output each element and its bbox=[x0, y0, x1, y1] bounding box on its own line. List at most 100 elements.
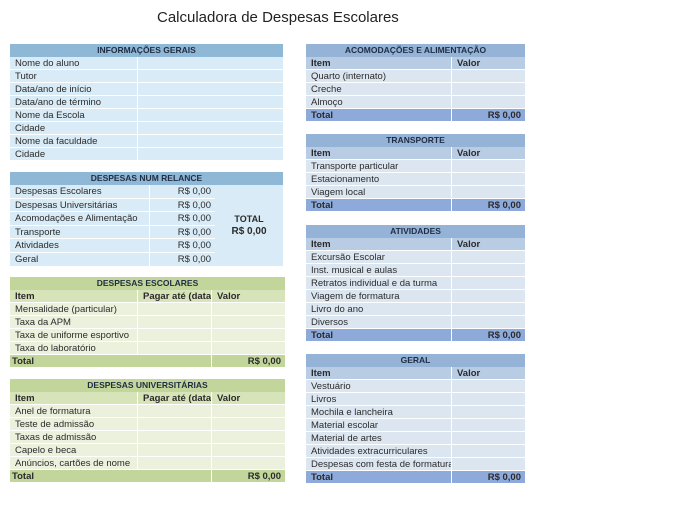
col-due-date: Pagar até (data) bbox=[138, 290, 212, 302]
value-cell[interactable] bbox=[452, 290, 525, 302]
col-due-date: Pagar até (data) bbox=[138, 392, 212, 404]
value-cell[interactable] bbox=[452, 277, 525, 289]
summary-value: R$ 0,00 bbox=[150, 239, 215, 252]
geral-header: GERAL bbox=[306, 354, 525, 367]
field-input[interactable] bbox=[138, 109, 283, 121]
expense-item: Retratos individual e da turma bbox=[306, 277, 452, 289]
total-label: Total bbox=[10, 355, 212, 367]
expense-item: Inst. musical e aulas bbox=[306, 264, 452, 276]
total-label: Total bbox=[306, 109, 452, 121]
expense-item: Mensalidade (particular) bbox=[10, 303, 138, 315]
value-cell[interactable] bbox=[212, 405, 285, 417]
value-cell[interactable] bbox=[212, 329, 285, 341]
field-input[interactable] bbox=[138, 135, 283, 147]
col-value: Valor bbox=[212, 290, 285, 302]
summary-label: Despesas Escolares bbox=[10, 185, 150, 198]
summary-value: R$ 0,00 bbox=[150, 185, 215, 198]
summary-label: Transporte bbox=[10, 225, 150, 239]
field-label: Cidade bbox=[10, 148, 138, 160]
total-label: Total bbox=[10, 470, 212, 482]
due-date-cell[interactable] bbox=[138, 316, 212, 328]
value-cell[interactable] bbox=[452, 316, 525, 328]
due-date-cell[interactable] bbox=[138, 444, 212, 456]
col-value: Valor bbox=[452, 367, 525, 379]
value-cell[interactable] bbox=[452, 251, 525, 263]
expense-item: Diversos bbox=[306, 316, 452, 328]
expense-item: Anel de formatura bbox=[10, 405, 138, 417]
atividades-header: ATIVIDADES bbox=[306, 225, 525, 238]
acomodacoes-header: ACOMODAÇÕES E ALIMENTAÇÃO bbox=[306, 44, 525, 57]
field-label: Data/ano de término bbox=[10, 96, 138, 108]
col-item: Item bbox=[306, 57, 452, 69]
expense-item: Despesas com festa de formatura bbox=[306, 458, 452, 470]
geral-table: GERAL Item Valor Vestuário Livros Mochila… bbox=[306, 354, 525, 484]
due-date-cell[interactable] bbox=[138, 405, 212, 417]
value-cell[interactable] bbox=[452, 96, 525, 108]
due-date-cell[interactable] bbox=[138, 431, 212, 443]
value-cell[interactable] bbox=[452, 419, 525, 431]
value-cell[interactable] bbox=[452, 432, 525, 444]
field-input[interactable] bbox=[138, 96, 283, 108]
value-cell[interactable] bbox=[212, 316, 285, 328]
summary-label: Atividades bbox=[10, 239, 150, 252]
total-label: Total bbox=[306, 471, 452, 483]
value-cell[interactable] bbox=[452, 83, 525, 95]
acomodacoes-table: ACOMODAÇÕES E ALIMENTAÇÃO Item Valor Quar… bbox=[306, 44, 525, 122]
total-value: R$ 0,00 bbox=[212, 470, 285, 482]
due-date-cell[interactable] bbox=[138, 418, 212, 430]
num-relance-table: DESPESAS NUM RELANCE Despesas Escolares R… bbox=[10, 172, 283, 267]
value-cell[interactable] bbox=[452, 160, 525, 172]
total-label: Total bbox=[306, 329, 452, 341]
due-date-cell[interactable] bbox=[138, 342, 212, 354]
field-input[interactable] bbox=[138, 57, 283, 69]
expense-item: Taxas de admissão bbox=[10, 431, 138, 443]
value-cell[interactable] bbox=[212, 457, 285, 469]
info-gerais-header: INFORMAÇÕES GERAIS bbox=[10, 44, 283, 57]
field-label: Data/ano de início bbox=[10, 83, 138, 95]
value-cell[interactable] bbox=[212, 303, 285, 315]
field-input[interactable] bbox=[138, 148, 283, 160]
col-item: Item bbox=[306, 367, 452, 379]
due-date-cell[interactable] bbox=[138, 457, 212, 469]
value-cell[interactable] bbox=[452, 406, 525, 418]
value-cell[interactable] bbox=[452, 186, 525, 198]
due-date-cell[interactable] bbox=[138, 303, 212, 315]
total-value: R$ 0,00 bbox=[452, 109, 525, 121]
summary-label: Geral bbox=[10, 252, 150, 266]
field-label: Nome da Escola bbox=[10, 109, 138, 121]
due-date-cell[interactable] bbox=[138, 329, 212, 341]
expense-item: Viagem de formatura bbox=[306, 290, 452, 302]
expense-item: Quarto (internato) bbox=[306, 70, 452, 82]
value-cell[interactable] bbox=[452, 173, 525, 185]
transporte-table: TRANSPORTE Item Valor Transporte particul… bbox=[306, 134, 525, 212]
expense-item: Vestuário bbox=[306, 380, 452, 392]
expense-item: Estacionamento bbox=[306, 173, 452, 185]
value-cell[interactable] bbox=[212, 431, 285, 443]
value-cell[interactable] bbox=[452, 445, 525, 457]
total-value: R$ 0,00 bbox=[452, 199, 525, 211]
total-value: R$ 0,00 bbox=[212, 355, 285, 367]
despesas-escolares-header: DESPESAS ESCOLARES bbox=[10, 277, 285, 290]
total-value: R$ 0,00 bbox=[452, 471, 525, 483]
value-cell[interactable] bbox=[212, 444, 285, 456]
summary-value: R$ 0,00 bbox=[150, 212, 215, 225]
field-input[interactable] bbox=[138, 83, 283, 95]
value-cell[interactable] bbox=[212, 418, 285, 430]
value-cell[interactable] bbox=[452, 458, 525, 470]
expense-item: Viagem local bbox=[306, 186, 452, 198]
value-cell[interactable] bbox=[452, 70, 525, 82]
summary-label: Despesas Universitárias bbox=[10, 198, 150, 212]
value-cell[interactable] bbox=[452, 264, 525, 276]
value-cell[interactable] bbox=[452, 393, 525, 405]
col-item: Item bbox=[10, 290, 138, 302]
value-cell[interactable] bbox=[452, 380, 525, 392]
despesas-escolares-table: DESPESAS ESCOLARES Item Pagar até (data) V… bbox=[10, 277, 285, 368]
value-cell[interactable] bbox=[452, 303, 525, 315]
field-input[interactable] bbox=[138, 70, 283, 82]
field-input[interactable] bbox=[138, 122, 283, 134]
col-value: Valor bbox=[452, 238, 525, 250]
field-label: Nome da faculdade bbox=[10, 135, 138, 147]
value-cell[interactable] bbox=[212, 342, 285, 354]
field-label: Cidade bbox=[10, 122, 138, 134]
transporte-header: TRANSPORTE bbox=[306, 134, 525, 147]
